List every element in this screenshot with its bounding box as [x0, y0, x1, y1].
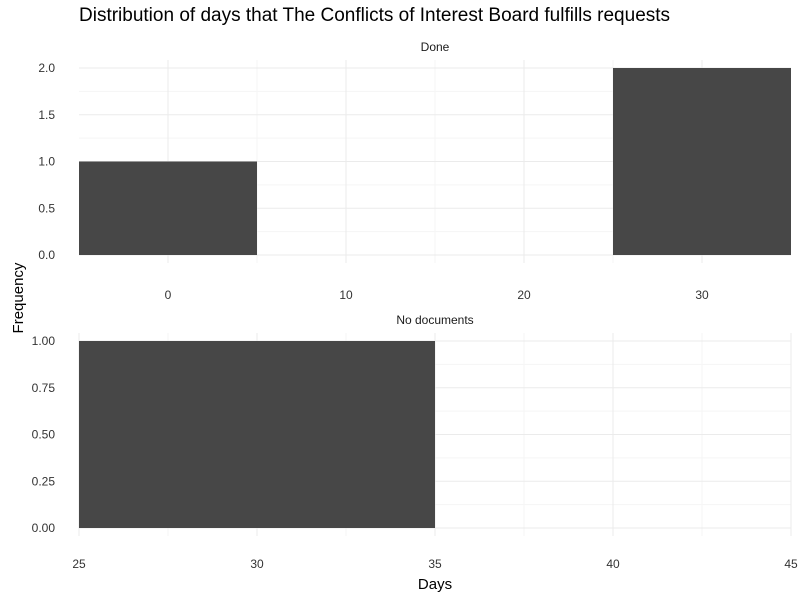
facet-strip-label: No documents [396, 313, 473, 327]
x-tick-label: 10 [339, 288, 353, 302]
x-tick-label: 0 [165, 288, 172, 302]
histogram-bar [79, 341, 435, 528]
y-tick-label: 1.5 [38, 108, 55, 122]
y-tick-label: 0.00 [32, 521, 56, 535]
y-tick-label: 1.00 [32, 334, 56, 348]
histogram-bar [79, 161, 257, 255]
y-tick-label: 0.25 [32, 474, 56, 488]
x-tick-label: 45 [784, 557, 798, 571]
y-tick-label: 0.75 [32, 381, 56, 395]
x-tick-label: 40 [606, 557, 620, 571]
y-tick-label: 1.0 [38, 155, 55, 169]
x-tick-label: 30 [250, 557, 264, 571]
y-tick-label: 0.0 [38, 248, 55, 262]
y-tick-label: 2.0 [38, 61, 55, 75]
x-axis-title: Days [418, 576, 452, 593]
y-tick-label: 0.50 [32, 428, 56, 442]
x-tick-label: 20 [517, 288, 531, 302]
y-axis-title: Frequency [10, 262, 27, 333]
facet-strip-label: Done [421, 40, 450, 54]
x-tick-label: 35 [428, 557, 442, 571]
y-tick-label: 0.5 [38, 201, 55, 215]
chart-title: Distribution of days that The Conflicts … [79, 5, 671, 26]
x-tick-label: 30 [695, 288, 709, 302]
x-tick-label: 25 [72, 557, 86, 571]
histogram-bar [613, 68, 791, 255]
